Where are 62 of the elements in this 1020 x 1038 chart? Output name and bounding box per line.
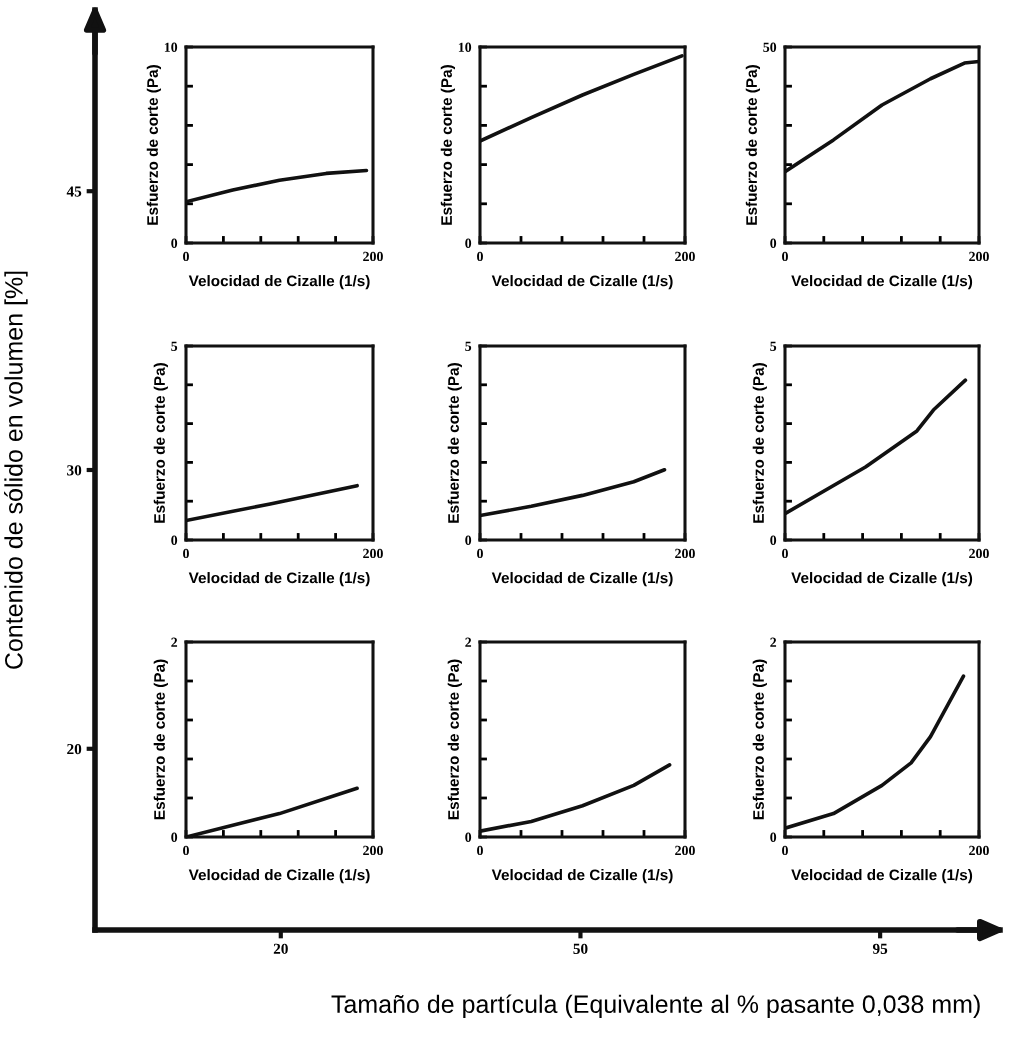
y-tick-label: 2 [465,637,472,647]
x-tick-label: 200 [675,251,695,262]
x-tick-label: 0 [477,845,483,856]
x-tick-label: 0 [477,548,483,559]
category-label: 20 [273,943,288,954]
x-tick-label: 200 [363,251,383,262]
x-tick-label: 0 [183,845,189,856]
x-tick-label: 0 [782,251,788,262]
x-tick-label: 0 [183,548,189,559]
y-axis-title: Esfuerzo de corte (Pa) [752,363,767,523]
y-tick-label: 0 [171,238,178,248]
x-axis-title: Velocidad de Cizalle (1/s) [491,572,673,587]
x-tick-label: 200 [675,845,695,856]
category-label: 30 [67,465,82,476]
category-label: 45 [66,186,82,197]
text: Contenido de sólido en volumen [%] [4,271,28,669]
x-axis-title: Velocidad de Cizalle (1/s) [791,275,973,290]
x-tick-label: 0 [782,548,788,559]
y-tick-label: 2 [171,637,178,647]
x-tick-label: 0 [477,251,483,262]
y-tick-label: 5 [465,341,472,351]
y-tick-label: 0 [465,238,472,248]
x-tick-label: 200 [363,548,383,559]
y-axis-title: Esfuerzo de corte (Pa) [440,65,455,225]
y-axis-title: Esfuerzo de corte (Pa) [752,659,767,820]
y-tick-label: 10 [164,42,178,52]
x-axis-title: Velocidad de Cizalle (1/s) [491,275,673,290]
x-axis-title: Velocidad de Cizalle (1/s) [188,869,370,884]
x-tick-label: 200 [969,251,989,262]
y-tick-label: 2 [770,637,777,647]
y-tick-label: 0 [465,535,472,545]
y-tick-label: 10 [458,42,472,52]
y-tick-label: 0 [171,832,178,842]
y-axis-title: Esfuerzo de corte (Pa) [447,363,462,523]
y-tick-label: 5 [770,341,777,351]
x-tick-label: 200 [675,548,695,559]
y-axis-title: Esfuerzo de corte (Pa) [146,65,161,225]
y-tick-label: 0 [770,238,777,248]
y-tick-label: 0 [770,535,777,545]
category-label: 50 [573,943,588,954]
y-tick-label: 0 [465,832,472,842]
x-axis-title: Velocidad de Cizalle (1/s) [791,572,973,587]
x-axis-title: Velocidad de Cizalle (1/s) [491,869,673,884]
category-label: 95 [872,943,888,954]
x-tick-label: 200 [969,845,989,856]
y-tick-label: 50 [763,42,777,52]
y-axis-title: Esfuerzo de corte (Pa) [745,65,760,225]
y-tick-label: 5 [171,341,178,351]
x-tick-label: 200 [969,548,989,559]
x-tick-label: 0 [782,845,788,856]
y-axis-title: Esfuerzo de corte (Pa) [153,659,168,820]
text: Tamaño de partícula (Equivalente al % pasante 0,038 mm) [331,994,980,1018]
x-tick-label: 200 [363,845,383,856]
y-tick-label: 0 [770,832,777,842]
y-tick-label: 0 [171,535,178,545]
y-axis-title: Esfuerzo de corte (Pa) [447,659,462,820]
x-tick-label: 0 [183,251,189,262]
x-axis-title: Velocidad de Cizalle (1/s) [188,275,370,290]
category-label: 20 [67,743,82,755]
y-axis-title: Esfuerzo de corte (Pa) [153,363,168,523]
x-axis-title: Velocidad de Cizalle (1/s) [791,869,973,884]
x-axis-title: Velocidad de Cizalle (1/s) [188,572,370,587]
